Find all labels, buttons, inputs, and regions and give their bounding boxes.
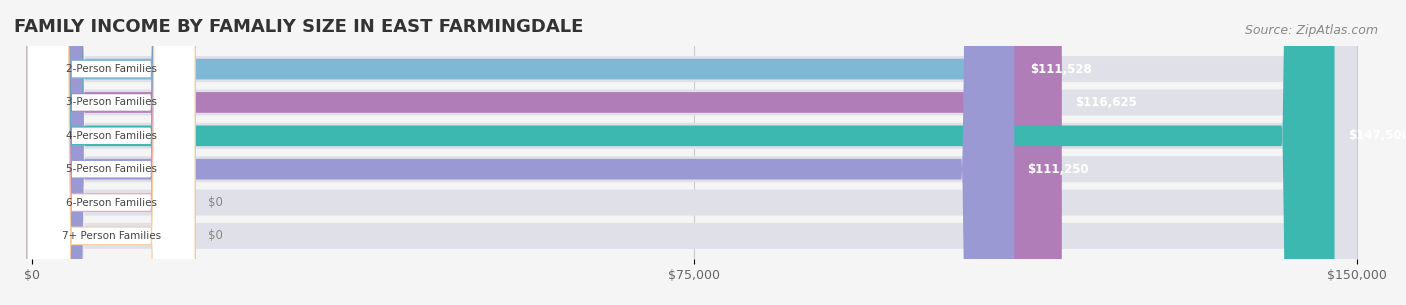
Text: $147,500: $147,500 [1348, 129, 1406, 142]
FancyBboxPatch shape [27, 0, 195, 305]
Text: $0: $0 [208, 229, 224, 242]
Text: $0: $0 [208, 196, 224, 209]
Text: 4-Person Families: 4-Person Families [66, 131, 156, 141]
FancyBboxPatch shape [27, 0, 195, 305]
FancyBboxPatch shape [27, 0, 195, 305]
FancyBboxPatch shape [32, 0, 1357, 305]
FancyBboxPatch shape [32, 0, 1357, 305]
Text: $111,250: $111,250 [1028, 163, 1090, 176]
Text: Source: ZipAtlas.com: Source: ZipAtlas.com [1244, 24, 1378, 38]
Text: 5-Person Families: 5-Person Families [66, 164, 156, 174]
FancyBboxPatch shape [32, 0, 1014, 305]
FancyBboxPatch shape [32, 0, 1357, 305]
Text: $111,528: $111,528 [1031, 63, 1092, 76]
FancyBboxPatch shape [32, 0, 1357, 305]
FancyBboxPatch shape [32, 0, 1357, 305]
FancyBboxPatch shape [32, 0, 1062, 305]
FancyBboxPatch shape [27, 0, 195, 305]
Text: 7+ Person Families: 7+ Person Families [62, 231, 160, 241]
FancyBboxPatch shape [32, 0, 1357, 305]
Text: $116,625: $116,625 [1076, 96, 1137, 109]
Text: 3-Person Families: 3-Person Families [66, 98, 156, 107]
FancyBboxPatch shape [27, 0, 195, 305]
Text: 2-Person Families: 2-Person Families [66, 64, 156, 74]
FancyBboxPatch shape [27, 0, 195, 305]
FancyBboxPatch shape [32, 0, 1334, 305]
Text: 6-Person Families: 6-Person Families [66, 198, 156, 207]
FancyBboxPatch shape [32, 0, 1017, 305]
Text: FAMILY INCOME BY FAMALIY SIZE IN EAST FARMINGDALE: FAMILY INCOME BY FAMALIY SIZE IN EAST FA… [14, 18, 583, 36]
